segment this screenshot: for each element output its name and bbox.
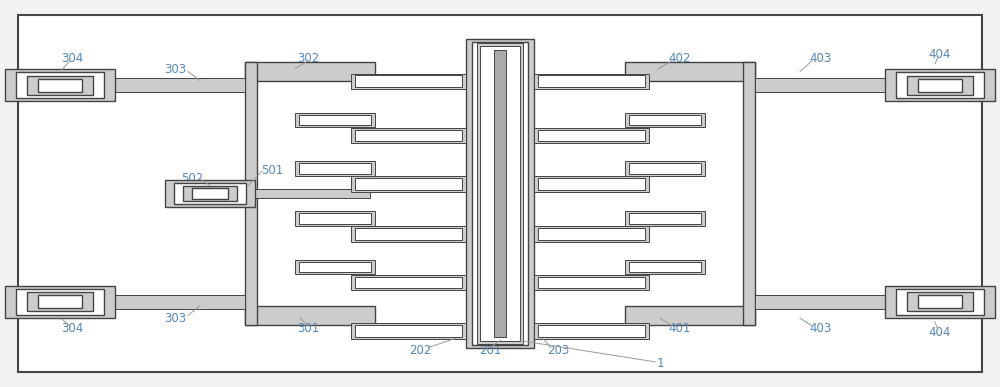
Bar <box>16 289 104 315</box>
Bar <box>629 115 701 125</box>
Bar <box>538 228 645 240</box>
Bar <box>5 286 115 318</box>
Bar <box>896 289 984 315</box>
Bar <box>534 128 649 143</box>
Bar <box>629 262 701 272</box>
Bar <box>295 260 375 274</box>
Text: 403: 403 <box>809 322 831 336</box>
Bar <box>38 296 82 308</box>
Bar <box>538 325 645 337</box>
Text: 303: 303 <box>164 63 186 76</box>
Bar <box>625 161 705 176</box>
Bar <box>355 277 462 288</box>
Bar <box>534 323 649 339</box>
Bar <box>351 323 466 339</box>
Bar <box>299 115 371 125</box>
Bar <box>538 130 645 141</box>
Bar <box>355 178 462 190</box>
Text: 404: 404 <box>929 326 951 339</box>
Bar <box>295 113 375 127</box>
Bar <box>255 189 370 198</box>
Bar <box>755 295 890 309</box>
Bar <box>625 113 705 127</box>
Bar <box>534 176 649 192</box>
Text: 301: 301 <box>297 322 319 336</box>
Text: 401: 401 <box>669 322 691 336</box>
Bar <box>885 286 995 318</box>
Bar <box>245 62 257 325</box>
Bar <box>625 306 755 325</box>
Bar <box>192 188 228 199</box>
Bar <box>245 306 375 325</box>
Bar <box>896 72 984 98</box>
Bar <box>534 226 649 242</box>
Text: 1: 1 <box>656 357 664 370</box>
Bar <box>351 176 466 192</box>
Bar <box>295 211 375 226</box>
Bar <box>494 50 506 337</box>
Bar <box>355 228 462 240</box>
Bar <box>351 74 466 89</box>
Text: 304: 304 <box>61 51 83 65</box>
Bar <box>625 260 705 274</box>
Text: 403: 403 <box>809 51 831 65</box>
Bar <box>477 43 523 344</box>
Bar <box>472 42 528 345</box>
Bar <box>538 277 645 288</box>
Bar <box>27 292 93 312</box>
Bar <box>351 226 466 242</box>
Bar <box>534 74 649 89</box>
Bar <box>907 292 973 312</box>
Bar <box>299 262 371 272</box>
Bar <box>351 275 466 290</box>
Bar <box>918 79 962 91</box>
Bar <box>480 46 520 341</box>
Bar <box>165 180 255 207</box>
Bar <box>299 163 371 174</box>
Bar <box>538 178 645 190</box>
Bar <box>625 211 705 226</box>
Text: 502: 502 <box>181 171 203 185</box>
Text: 201: 201 <box>479 344 501 357</box>
Bar <box>27 75 93 95</box>
Bar <box>351 128 466 143</box>
Bar <box>90 295 245 309</box>
Text: 302: 302 <box>297 51 319 65</box>
Bar <box>245 62 375 81</box>
Bar <box>534 275 649 290</box>
Bar <box>629 213 701 224</box>
Bar <box>743 62 755 325</box>
Bar <box>755 78 890 92</box>
Text: 304: 304 <box>61 322 83 336</box>
Bar <box>5 69 115 101</box>
Text: 402: 402 <box>669 51 691 65</box>
Bar <box>174 183 246 204</box>
Text: 203: 203 <box>547 344 569 357</box>
Bar <box>38 79 82 91</box>
Text: 404: 404 <box>929 48 951 62</box>
Text: 501: 501 <box>261 164 283 177</box>
Text: 202: 202 <box>409 344 431 357</box>
Bar <box>885 69 995 101</box>
Bar <box>907 75 973 95</box>
Bar <box>355 75 462 87</box>
Bar <box>16 72 104 98</box>
Bar <box>466 39 534 348</box>
Bar <box>918 296 962 308</box>
Bar <box>299 213 371 224</box>
Text: 303: 303 <box>164 312 186 325</box>
Bar <box>629 163 701 174</box>
Bar <box>355 130 462 141</box>
Bar <box>295 161 375 176</box>
Bar <box>625 62 755 81</box>
Bar <box>538 75 645 87</box>
Bar <box>90 78 245 92</box>
Bar <box>355 325 462 337</box>
Bar <box>183 186 237 201</box>
